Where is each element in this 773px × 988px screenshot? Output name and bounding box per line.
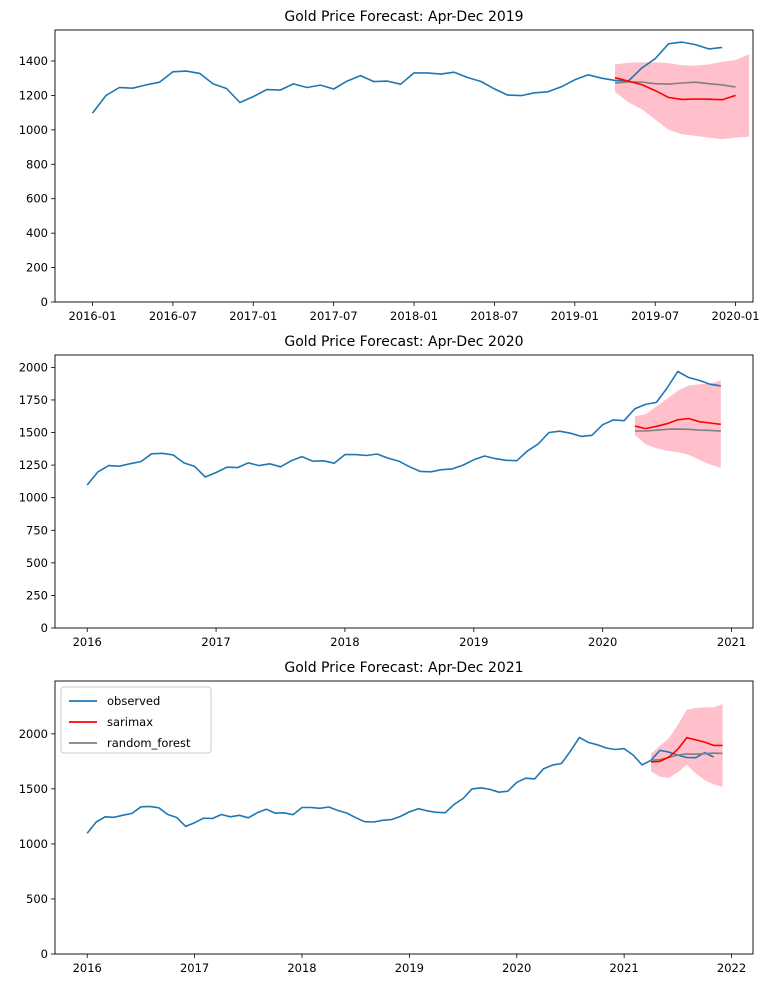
observed-line [86,370,721,486]
x-tick-label: 2020-01 [712,309,760,323]
y-tick-label: 400 [26,226,48,240]
x-tick-label: 2018-07 [470,309,518,323]
y-tick-label: 600 [26,192,48,206]
y-tick-label: 500 [26,556,48,570]
sarimax-line [634,417,721,430]
legend-label-random_forest: random_forest [107,736,191,750]
y-tick-label: 250 [26,588,48,602]
y-tick-label: 800 [26,157,48,171]
y-tick-label: 500 [26,892,48,906]
x-tick-label: 2017-01 [229,309,277,323]
axes-frame [54,680,754,955]
axes-frame [54,29,754,303]
x-tick-label: 2019-07 [631,309,679,323]
chart-title: Gold Price Forecast: Apr-Dec 2021 [284,660,523,676]
y-tick-label: 2000 [19,727,48,741]
y-tick-label: 1400 [19,54,48,68]
y-tick-label: 1750 [19,393,48,407]
subplot-1: 0 200 400 600 800 1000 1200 1400 2016-01 2016-07 2… [19,9,760,323]
x-tick-label: 2018 [330,635,359,649]
y-tick-label: 1000 [19,837,48,851]
sarimax-line [614,76,736,101]
x-tick-label: 2021 [609,961,638,975]
x-tick-label: 2019 [459,635,488,649]
observed-line [91,41,723,114]
y-tick-label: 750 [26,523,48,537]
y-tick-label: 1200 [19,88,48,102]
x-tick-label: 2020 [588,635,617,649]
x-tick-label: 2020 [502,961,531,975]
x-tick-label: 2019 [395,961,424,975]
random_forest-line [634,428,721,432]
x-tick-label: 2016 [73,961,102,975]
legend-label-observed: observed [107,694,160,708]
sarimax-line [650,736,723,763]
chart-title: Gold Price Forecast: Apr-Dec 2020 [284,334,523,350]
random_forest-line [650,752,723,762]
confidence-band [615,54,749,140]
x-tick-label: 2017 [201,635,230,649]
y-tick-label: 0 [41,947,48,961]
y-tick-label: 0 [41,621,48,635]
random_forest-line [614,81,736,88]
x-tick-label: 2017-07 [310,309,358,323]
x-tick-label: 2018-01 [390,309,438,323]
subplot-2: 0 250 500 750 1000 1250 1500 1750 2000 2016 2017 20… [19,334,754,649]
y-tick-label: 200 [26,261,48,275]
x-tick-label: 2016-07 [149,309,197,323]
x-tick-label: 2017 [180,961,209,975]
x-tick-label: 2016 [73,635,102,649]
y-tick-label: 1000 [19,123,48,137]
y-tick-label: 1250 [19,458,48,472]
x-tick-label: 2018 [287,961,316,975]
axes-frame [54,354,754,629]
observed-line [86,736,714,834]
confidence-band [634,380,721,468]
y-tick-label: 1500 [19,426,48,440]
subplot-3: 0 500 1000 1500 2000 2016 2017 2018 2019 2020 2021… [19,660,754,975]
x-tick-label: 2019-01 [551,309,599,323]
x-tick-label: 2022 [717,961,746,975]
y-tick-label: 0 [41,295,48,309]
legend-box [60,686,212,754]
chart-title: Gold Price Forecast: Apr-Dec 2019 [284,9,523,25]
y-tick-label: 1000 [19,491,48,505]
y-tick-label: 2000 [19,360,48,374]
x-tick-label: 2021 [717,635,746,649]
x-tick-label: 2016-01 [68,309,116,323]
legend: observed sarimax random_forest [60,686,212,754]
y-tick-label: 1500 [19,782,48,796]
confidence-band [651,704,723,787]
legend-label-sarimax: sarimax [107,715,153,729]
